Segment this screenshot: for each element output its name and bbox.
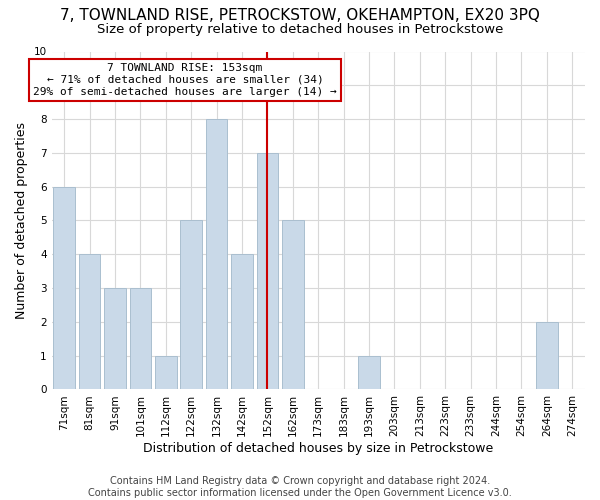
Y-axis label: Number of detached properties: Number of detached properties [15, 122, 28, 319]
X-axis label: Distribution of detached houses by size in Petrockstowe: Distribution of detached houses by size … [143, 442, 493, 455]
Bar [104, 288, 126, 390]
Bar [206, 119, 227, 390]
Text: Contains HM Land Registry data © Crown copyright and database right 2024.
Contai: Contains HM Land Registry data © Crown c… [88, 476, 512, 498]
Bar [536, 322, 557, 390]
Bar [155, 356, 176, 390]
Bar [358, 356, 380, 390]
Text: 7 TOWNLAND RISE: 153sqm
← 71% of detached houses are smaller (34)
29% of semi-de: 7 TOWNLAND RISE: 153sqm ← 71% of detache… [33, 64, 337, 96]
Bar [130, 288, 151, 390]
Bar [257, 153, 278, 390]
Bar [282, 220, 304, 390]
Text: 7, TOWNLAND RISE, PETROCKSTOW, OKEHAMPTON, EX20 3PQ: 7, TOWNLAND RISE, PETROCKSTOW, OKEHAMPTO… [60, 8, 540, 22]
Bar [181, 220, 202, 390]
Text: Size of property relative to detached houses in Petrockstowe: Size of property relative to detached ho… [97, 22, 503, 36]
Bar [231, 254, 253, 390]
Bar [53, 186, 75, 390]
Bar [79, 254, 100, 390]
